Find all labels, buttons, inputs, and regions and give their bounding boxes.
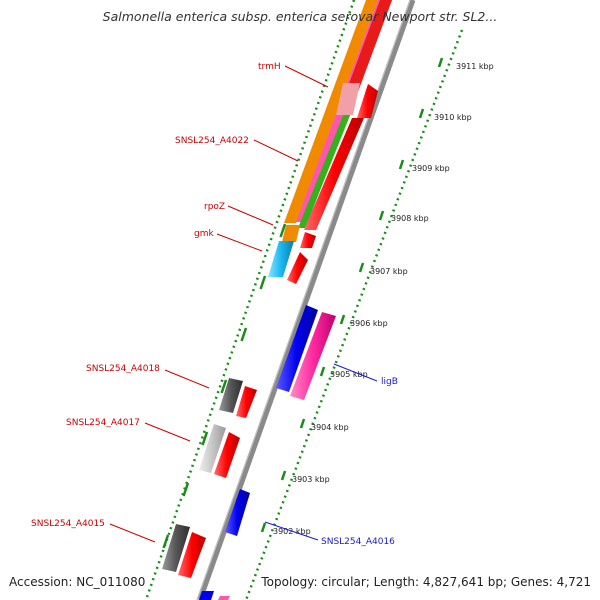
- accession-label: Accession: NC_011080: [9, 575, 146, 589]
- gene-label-a4022[interactable]: SNSL254_A4022: [175, 136, 249, 146]
- gene-a4015[interactable]: [162, 524, 190, 572]
- gene-label-a4016[interactable]: SNSL254_A4016: [321, 537, 395, 547]
- gene-a4022[interactable]: [304, 118, 364, 230]
- backbone-highlight: [196, 0, 411, 600]
- gene-bottom-pink[interactable]: [218, 596, 230, 600]
- kbp-label: 3909 kbp: [412, 164, 450, 173]
- gene-red-small[interactable]: [287, 252, 308, 284]
- kbp-label: 3911 kbp: [456, 62, 494, 71]
- topology-stats: Topology: circular; Length: 4,827,641 bp…: [261, 575, 591, 589]
- gene-label-gmk[interactable]: gmk: [194, 229, 214, 239]
- gene-a4017[interactable]: [199, 424, 226, 473]
- gene-rpoZ[interactable]: [282, 225, 300, 242]
- blue-callout-lines: [264, 363, 378, 541]
- gene-bottom-blue[interactable]: [199, 591, 214, 600]
- gene-label-a4018[interactable]: SNSL254_A4018: [86, 364, 160, 374]
- gene-red-a4017[interactable]: [214, 432, 240, 478]
- gene-red-a4015[interactable]: [178, 532, 206, 578]
- lower-genes: [162, 378, 257, 600]
- gene-red-a4018[interactable]: [236, 386, 257, 418]
- kbp-label: 3907 kbp: [370, 267, 408, 276]
- gene-cyan[interactable]: [268, 241, 294, 277]
- gene-label-trmH[interactable]: trmH: [258, 62, 281, 72]
- kbp-label: 3905 kbp: [330, 370, 368, 379]
- gene-label-a4015[interactable]: SNSL254_A4015: [31, 519, 105, 529]
- kbp-label: 3906 kbp: [350, 319, 388, 328]
- backbone-ring: [197, 0, 416, 600]
- kbp-label: 3910 kbp: [434, 113, 472, 122]
- kbp-label: 3908 kbp: [391, 214, 429, 223]
- kbp-label: 3904 kbp: [311, 423, 349, 432]
- map-title: Salmonella enterica subsp. enterica sero…: [102, 9, 498, 24]
- kbp-label: 3903 kbp: [292, 475, 330, 484]
- gene-blue-a4016[interactable]: [225, 489, 250, 536]
- gene-trmH[interactable]: [336, 83, 360, 115]
- gene-gmk[interactable]: [300, 232, 316, 248]
- gene-label-rpoZ[interactable]: rpoZ: [204, 202, 225, 212]
- gene-a4018[interactable]: [219, 378, 243, 413]
- inner-ring-ticks: [260, 57, 444, 533]
- gene-ligB[interactable]: [290, 312, 336, 400]
- upper-genes: [268, 83, 378, 284]
- gene-labels: trmH SNSL254_A4022 rpoZ gmk SNSL254_A401…: [31, 62, 398, 547]
- red-callout-lines: [109, 65, 329, 543]
- gene-right-top[interactable]: [357, 84, 378, 118]
- gene-label-a4017[interactable]: SNSL254_A4017: [66, 418, 140, 428]
- inner-dotted-ring: [244, 29, 464, 600]
- outer-dotted-ring: [144, 0, 356, 600]
- gene-label-ligB[interactable]: ligB: [381, 377, 398, 387]
- middle-genes: [276, 305, 336, 400]
- gene-blue-large[interactable]: [276, 305, 318, 392]
